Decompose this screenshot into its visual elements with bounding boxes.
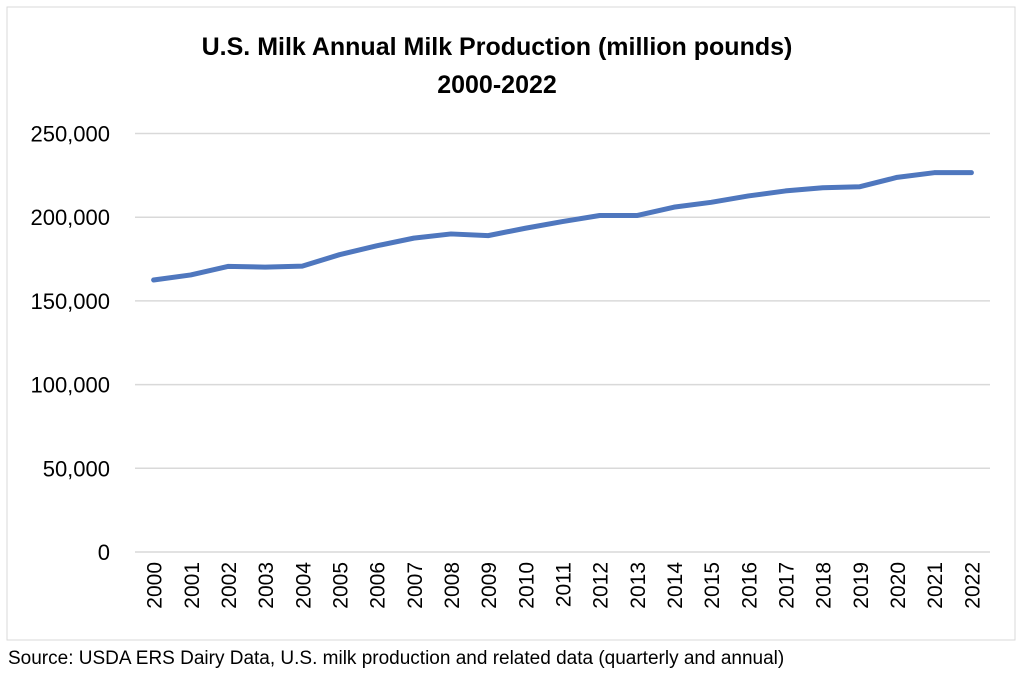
chart-subtitle: 2000-2022 (437, 71, 557, 99)
x-tick-label: 2014 (664, 562, 687, 609)
x-tick-label: 2015 (701, 562, 724, 609)
x-tick-label: 2022 (961, 562, 984, 609)
y-tick-label: 150,000 (30, 289, 110, 314)
x-tick-label: 2020 (887, 562, 910, 609)
x-tick-label: 2003 (255, 562, 278, 609)
x-tick-label: 2002 (218, 562, 241, 609)
x-tick-label: 2013 (627, 562, 650, 609)
x-tick-label: 2009 (478, 562, 501, 609)
x-tick-label: 2017 (776, 562, 799, 609)
x-tick-label: 2011 (553, 562, 576, 607)
y-tick-label: 100,000 (30, 373, 110, 398)
x-tick-label: 2018 (813, 562, 836, 609)
y-tick-label: 200,000 (30, 205, 110, 230)
chart-title: U.S. Milk Annual Milk Production (millio… (202, 33, 793, 61)
x-tick-label: 2007 (404, 562, 427, 609)
x-tick-label: 2005 (329, 562, 352, 609)
x-tick-label: 2008 (441, 562, 464, 609)
x-tick-label: 2021 (924, 562, 947, 609)
x-tick-label: 2012 (590, 562, 613, 609)
x-tick-label: 2004 (292, 562, 315, 609)
y-tick-label: 50,000 (43, 456, 110, 481)
y-tick-label: 0 (98, 540, 110, 565)
x-tick-label: 2010 (515, 562, 538, 609)
x-tick-label: 2019 (850, 562, 873, 609)
y-tick-label: 250,000 (30, 122, 110, 147)
x-tick-label: 2006 (367, 562, 390, 609)
x-tick-label: 2001 (181, 562, 204, 609)
x-tick-label: 2000 (144, 562, 167, 609)
x-tick-label: 2016 (738, 562, 761, 609)
chart-border (6, 6, 1016, 641)
source-note: Source: USDA ERS Dairy Data, U.S. milk p… (8, 648, 785, 669)
